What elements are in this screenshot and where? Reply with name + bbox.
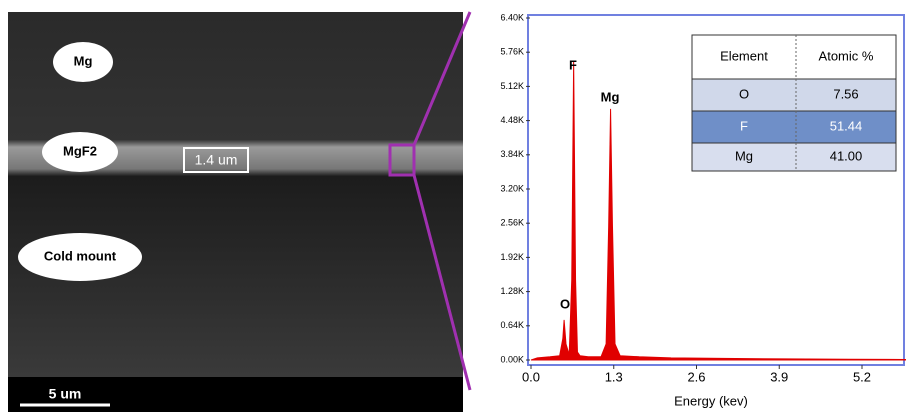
y-tick-label: 6.40K (500, 12, 524, 22)
label-bubble (53, 42, 113, 82)
sem-label: Cold mount (44, 248, 117, 263)
x-tick-label: 1.3 (605, 369, 623, 384)
y-tick-label: 3.84K (500, 149, 524, 159)
thickness-box (183, 147, 249, 173)
y-tick-label: 5.12K (500, 81, 524, 91)
table-cell: 51.44 (830, 118, 863, 133)
y-tick-label: 5.76K (500, 47, 524, 57)
y-tick-label: 1.28K (500, 286, 524, 296)
thickness-label: 1.4 um (195, 152, 238, 168)
x-axis-label: Energy (kev) (674, 393, 748, 408)
table-cell: 41.00 (830, 148, 863, 163)
peak-label: O (560, 296, 570, 311)
table-cell: F (740, 118, 748, 133)
table: Element Atomic % O 7.56 F 51.44 Mg 41.00 (691, 34, 897, 172)
table-cell: Element (720, 48, 768, 63)
zoom-line (412, 174, 472, 391)
table-cell: O (739, 86, 749, 101)
label-bubble (18, 233, 142, 281)
y-tick-label: 0.64K (500, 320, 524, 330)
peak-label: F (569, 57, 577, 72)
zoom-line (412, 11, 472, 146)
label-bubble (42, 132, 118, 172)
y-tick-label: 4.48K (500, 115, 524, 125)
table-row (691, 34, 897, 80)
spectrum (530, 60, 906, 361)
peak-label: Mg (601, 89, 620, 104)
table-cell: Mg (735, 148, 753, 163)
table-row (691, 142, 897, 172)
sem-label: MgF2 (63, 143, 97, 158)
x-tick-label: 2.6 (687, 369, 705, 384)
x-tick-label: 5.2 (853, 369, 871, 384)
x-tick-label: 0.0 (522, 369, 540, 384)
table-row (691, 78, 897, 112)
scale-label: 5 um (49, 386, 82, 402)
sem-label: Mg (74, 53, 93, 68)
table-cell: 7.56 (833, 86, 858, 101)
zoom-box (388, 143, 416, 177)
y-tick-label: 1.92K (500, 252, 524, 262)
x-tick-label: 3.9 (770, 369, 788, 384)
y-tick-label: 3.20K (500, 183, 524, 193)
y-tick-label: 0.00K (500, 354, 524, 364)
y-tick-label: 2.56K (500, 218, 524, 228)
table-row (691, 110, 897, 144)
table-cell: Atomic % (819, 48, 874, 63)
